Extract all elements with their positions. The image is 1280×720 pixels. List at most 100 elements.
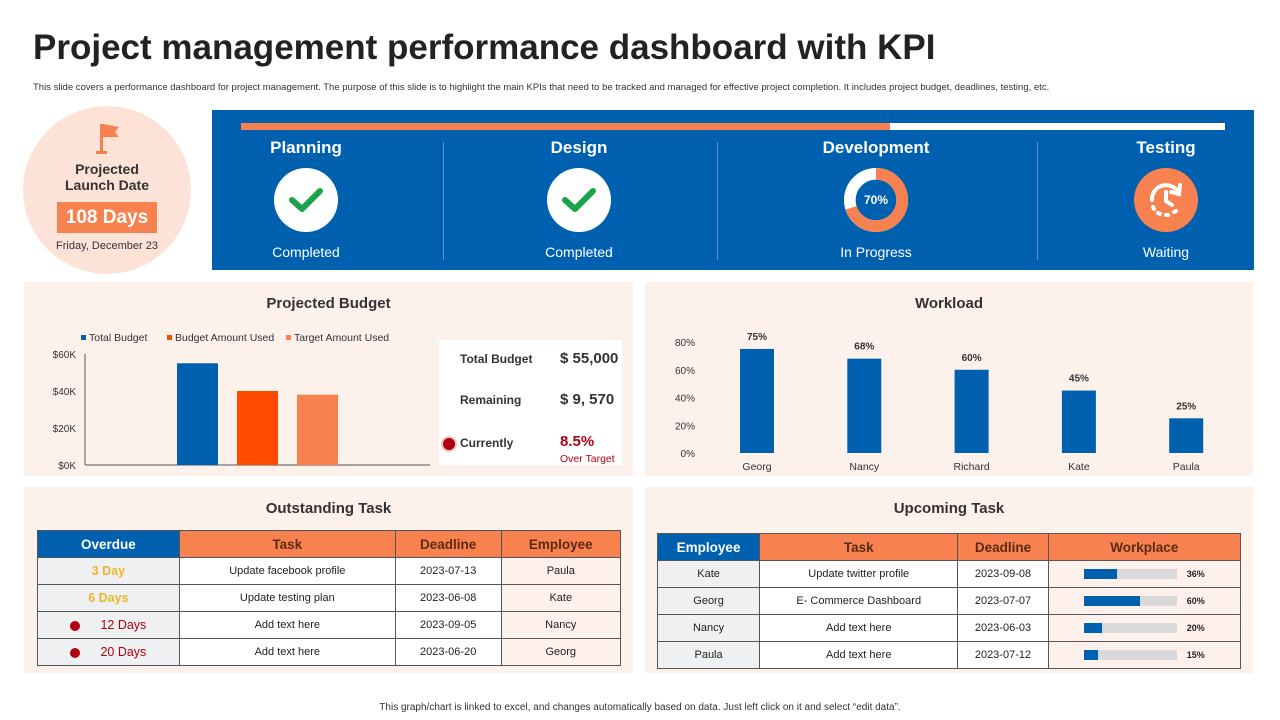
task-cell: Add text here <box>759 641 959 669</box>
outstanding-task-table: Overdue Task Deadline Employee 3 Day Upda… <box>37 530 622 666</box>
table-row: 12 Days Add text here 2023-09-05 Nancy <box>37 611 622 639</box>
stage-planning: Planning Completed <box>206 138 406 260</box>
stage-testing: Testing Waiting <box>1066 138 1266 260</box>
summary-label: Remaining <box>460 393 522 407</box>
check-icon <box>274 168 338 232</box>
launch-label-2: Launch Date <box>64 177 149 193</box>
budget-chart: $0K $20K $40K $60K Total Budget Budget Amount… <box>53 332 430 472</box>
workplace-percent: 36% <box>1186 569 1205 580</box>
overdue-cell: 12 Days <box>37 611 180 639</box>
donut-label: 70% <box>863 193 889 207</box>
x-tick-label: Richard <box>954 461 990 473</box>
deadline-cell: 2023-07-13 <box>394 557 502 585</box>
stage-status: Completed <box>272 244 340 260</box>
overdue-value: 6 Days <box>88 591 129 605</box>
stage-name: Planning <box>270 138 342 157</box>
overdue-value: 12 Days <box>100 618 147 632</box>
employee-cell: Georg <box>656 587 761 615</box>
deadline-cell: 2023-09-08 <box>957 560 1049 588</box>
overdue-cell: 3 Day <box>37 557 180 585</box>
task-cell: Update facebook profile <box>178 557 396 585</box>
workplace-bar-fill <box>1083 650 1098 661</box>
alert-dot-icon <box>70 648 81 659</box>
page-title: Project management performance dashboard… <box>33 28 936 67</box>
workplace-bar <box>1083 650 1177 661</box>
data-label: 68% <box>854 342 874 353</box>
y-tick-label: 0% <box>681 449 696 460</box>
legend-label: Target Amount Used <box>294 332 389 344</box>
panel-title: Projected Budget <box>266 295 391 312</box>
overdue-value: 20 Days <box>100 645 147 659</box>
alert-dot-icon <box>70 621 81 632</box>
stage-design: Design Completed <box>479 138 679 260</box>
summary-note: Over Target <box>560 453 615 465</box>
clock-refresh-icon <box>1134 168 1198 232</box>
y-tick-label: $20K <box>53 424 77 435</box>
col-header: Deadline <box>394 530 502 558</box>
table-row: 3 Day Update facebook profile 2023-07-13 Pa… <box>37 557 622 585</box>
workplace-percent: 20% <box>1186 623 1205 634</box>
workplace-bar <box>1083 623 1177 634</box>
launch-days: 108 Days <box>57 202 157 233</box>
x-tick-label: Georg <box>742 461 771 473</box>
stage-name: Design <box>550 138 608 157</box>
workload-chart: 0% 20% 40% 60% 80% 75% Georg 68% Nancy 60% Richard… <box>675 332 1204 473</box>
employee-cell: Georg <box>500 638 622 666</box>
summary-label: Currently <box>460 436 514 450</box>
launch-label-1: Projected <box>75 161 139 177</box>
overdue-cell: 20 Days <box>37 638 180 666</box>
progress-donut: 70% <box>844 168 908 232</box>
deadline-cell: 2023-06-20 <box>394 638 502 666</box>
outstanding-task-panel: Outstanding Task Overdue Task Deadline E… <box>24 487 633 673</box>
y-tick-label: 60% <box>675 366 695 377</box>
deadline-cell: 2023-07-07 <box>957 587 1049 615</box>
workplace-percent: 15% <box>1186 650 1205 661</box>
projected-budget-panel: Projected Budget $0K $20K $40K $60K Total Bu… <box>24 282 633 476</box>
divider <box>1037 142 1038 260</box>
employee-cell: Kate <box>656 560 761 588</box>
stage-development: Development 70% In Progress <box>776 138 976 260</box>
stage-name: Development <box>822 138 930 157</box>
workplace-bar <box>1083 596 1177 607</box>
bar-total-budget <box>177 363 218 465</box>
table-row: Nancy Add text here 2023-06-03 20% <box>656 614 1242 642</box>
workload-panel: Workload 0% 20% 40% 60% 80% 75% Georg 68% Nancy 6… <box>645 282 1253 476</box>
col-header: Deadline <box>957 533 1049 561</box>
workplace-bar-fill <box>1083 569 1118 580</box>
summary-value: $ 55,000 <box>560 350 619 367</box>
overdue-value: 3 Day <box>91 564 126 578</box>
task-cell: E- Commerce Dashboard <box>759 587 959 615</box>
table-row: Kate Update twitter profile 2023-09-08 36% <box>656 560 1242 588</box>
task-cell: Update testing plan <box>178 584 396 612</box>
data-label: 75% <box>747 332 767 343</box>
y-tick-label: $60K <box>53 350 77 361</box>
col-header: Overdue <box>37 530 180 558</box>
deadline-cell: 2023-06-03 <box>957 614 1049 642</box>
check-icon <box>547 168 611 232</box>
workplace-cell: 20% <box>1047 614 1242 642</box>
x-tick-label: Paula <box>1173 461 1200 473</box>
task-cell: Add text here <box>178 638 396 666</box>
task-cell: Update twitter profile <box>759 560 959 588</box>
workplace-percent: 60% <box>1186 596 1205 607</box>
page-subtitle: This slide covers a performance dashboar… <box>33 82 1050 93</box>
workplace-bar-fill <box>1083 596 1140 607</box>
employee-cell: Paula <box>656 641 761 669</box>
bar-target-amount-used <box>297 394 338 465</box>
divider <box>443 142 444 260</box>
table-row: 20 Days Add text here 2023-06-20 Georg <box>37 638 622 666</box>
data-label: 60% <box>962 353 982 364</box>
legend-label: Total Budget <box>89 332 147 344</box>
bar-richard <box>954 369 989 453</box>
workplace-cell: 15% <box>1047 641 1242 669</box>
summary-value: 8.5% <box>560 433 595 450</box>
col-header: Task <box>178 530 396 558</box>
stage-status: Completed <box>545 244 613 260</box>
deadline-cell: 2023-06-08 <box>394 584 502 612</box>
table-row: 6 Days Update testing plan 2023-06-08 Kate <box>37 584 622 612</box>
workplace-bar <box>1083 569 1177 580</box>
y-tick-label: $0K <box>58 461 76 472</box>
employee-cell: Nancy <box>656 614 761 642</box>
panel-title: Outstanding Task <box>265 500 392 517</box>
x-tick-label: Kate <box>1068 461 1090 473</box>
